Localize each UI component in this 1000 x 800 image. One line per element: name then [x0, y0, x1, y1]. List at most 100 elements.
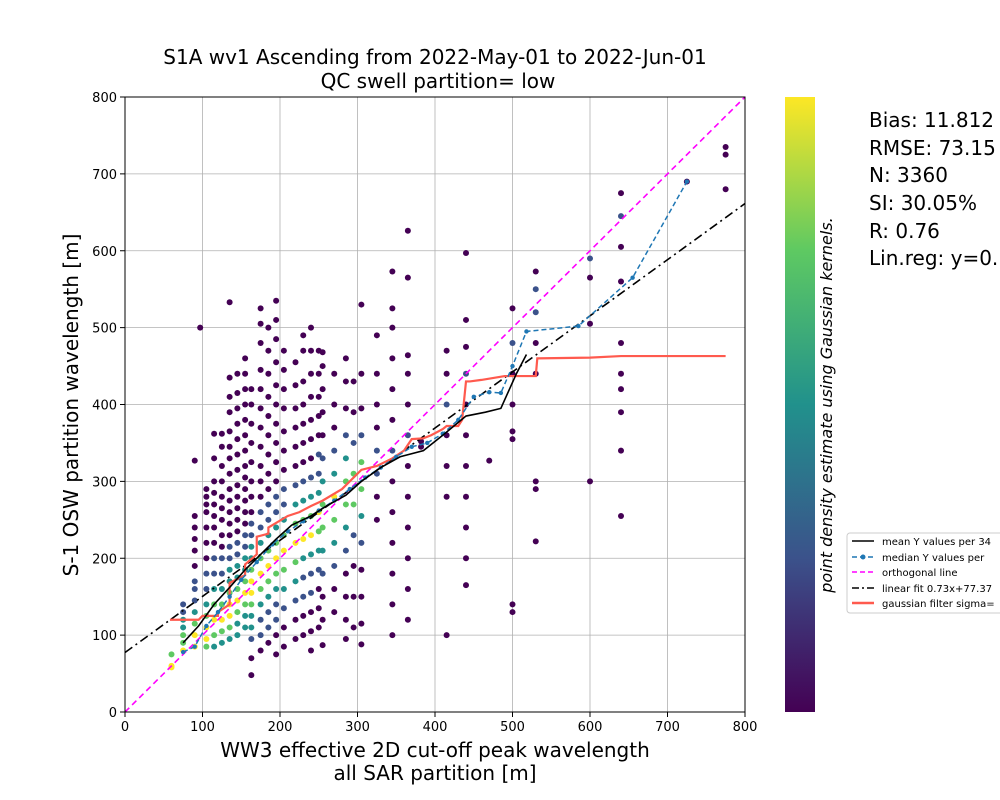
scatter-point: [404, 555, 411, 562]
scatter-point: [242, 509, 249, 516]
scatter-point: [226, 409, 233, 416]
scatter-point: [331, 562, 338, 569]
y-axis-ticks: 0 100 200 300 400 500 600 700 800: [92, 91, 125, 721]
scatter-point: [331, 586, 338, 592]
median-marker: [498, 390, 504, 396]
scatter-point: [389, 386, 396, 393]
series-lines: [125, 97, 745, 712]
scatter-point: [404, 586, 411, 592]
scatter-point: [389, 478, 396, 485]
scatter-point: [248, 566, 255, 573]
scatter-point: [257, 478, 264, 485]
scatter-point: [280, 386, 287, 393]
scatter-point: [265, 516, 272, 523]
scatter-point: [248, 532, 255, 539]
legend-marker-median: [860, 554, 866, 560]
scatter-point: [722, 143, 729, 150]
scatter-point: [509, 340, 516, 346]
scatter-point: [358, 459, 365, 466]
scatter-point: [242, 601, 249, 608]
scatter-point: [463, 432, 469, 439]
scatter-point: [226, 635, 233, 642]
scatter-point: [315, 370, 322, 377]
x-axis-ticks: 0 100 200 300 400 500 600 700 800: [121, 712, 757, 735]
scatter-point: [257, 647, 264, 654]
scatter-point: [292, 635, 299, 642]
median-marker: [204, 623, 209, 629]
scatter-point: [273, 651, 280, 658]
scatter-point: [373, 447, 380, 454]
y-axis-label: S-1 OSW partition wavelength [m]: [59, 234, 83, 577]
scatter-point: [226, 374, 233, 381]
scatter-point: [331, 447, 338, 454]
scatter-point: [280, 643, 287, 650]
scatter-point: [248, 612, 255, 619]
scatter-point: [265, 578, 272, 585]
scatter-point: [248, 439, 255, 446]
scatter-point: [226, 393, 233, 400]
scatter-point: [226, 470, 233, 477]
median-marker: [254, 559, 259, 565]
scatter-point: [300, 401, 307, 408]
scatter-point: [443, 632, 450, 639]
scatter-point: [308, 393, 314, 400]
scatter-point: [218, 543, 225, 550]
scatter-point: [463, 343, 469, 350]
scatter-point: [280, 624, 287, 631]
median-marker: [510, 363, 515, 369]
scatter-point: [292, 382, 299, 389]
scatter-point: [308, 493, 314, 500]
scatter-point: [358, 370, 365, 377]
scatter-point: [203, 493, 210, 500]
scatter-point: [292, 616, 299, 623]
scatter-point: [319, 432, 326, 439]
legend-label-median: median Y values per: [882, 553, 985, 564]
scatter-point: [242, 624, 249, 631]
scatter-point: [308, 609, 314, 616]
scatter-point: [265, 486, 272, 493]
scatter-point: [248, 589, 255, 596]
scatter-point: [373, 401, 380, 408]
scatter-point: [350, 378, 357, 385]
scatter-point: [257, 539, 264, 546]
scatter-point: [389, 570, 396, 577]
scatter-point: [273, 336, 280, 343]
scatter-point: [242, 355, 249, 362]
scatter-point: [319, 524, 326, 531]
scatter-point: [180, 601, 187, 608]
scatter-point: [587, 320, 593, 327]
scatter-point: [389, 324, 396, 331]
y-tick-label: 700: [92, 168, 117, 183]
legend-label-mean: mean Y values per 34: [882, 537, 991, 548]
scatter-point: [218, 586, 225, 592]
scatter-point: [248, 386, 255, 393]
scatter-point: [319, 386, 326, 393]
scatter-point: [273, 439, 280, 446]
scatter-point: [180, 624, 187, 631]
scatter-point: [273, 459, 280, 466]
scatter-point: [389, 539, 396, 546]
scatter-point: [532, 478, 539, 485]
y-tick-label: 300: [92, 475, 117, 490]
scatter-point: [722, 151, 729, 158]
scatter-point: [203, 601, 210, 608]
scatter-point: [300, 593, 307, 600]
scatter-point: [203, 555, 210, 562]
scatter-point: [373, 424, 380, 431]
scatter-point: [308, 347, 314, 354]
stat-rmse: RMSE: 73.15: [869, 136, 996, 160]
scatter-point: [273, 601, 280, 608]
scatter-point: [308, 628, 314, 635]
scatter-point: [203, 643, 210, 650]
scatter-point: [218, 555, 225, 562]
scatter-point: [342, 432, 349, 439]
scatter-point: [280, 405, 287, 412]
scatter-point: [273, 586, 280, 592]
scatter-point: [308, 474, 314, 481]
scatter-point: [273, 359, 280, 366]
scatter-point: [418, 443, 425, 450]
scatter-point: [265, 639, 272, 646]
scatter-point: [308, 436, 314, 443]
scatter-point: [292, 482, 299, 489]
scatter-point: [211, 489, 218, 496]
